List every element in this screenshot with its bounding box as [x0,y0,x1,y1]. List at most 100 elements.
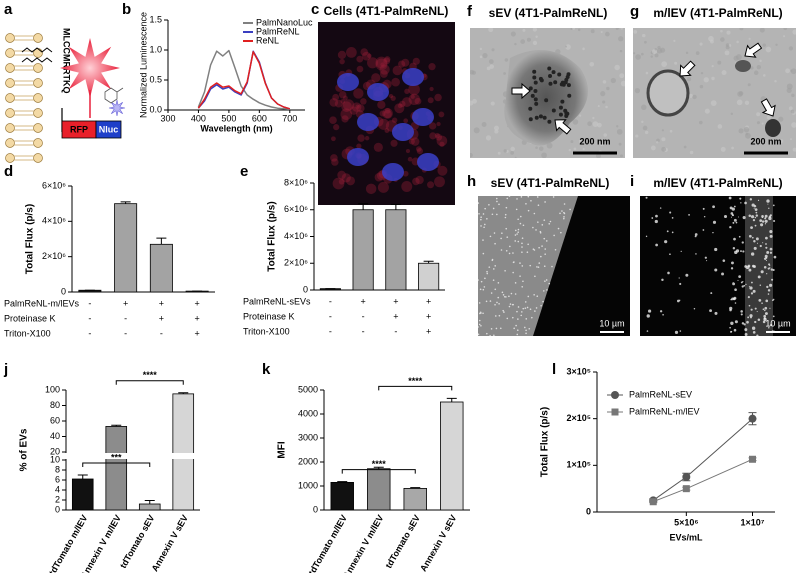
condition-sign: + [194,298,199,308]
particle [740,310,743,313]
grain [766,115,772,120]
particle [478,319,481,322]
particle [739,197,742,200]
grain [753,70,759,76]
particle [766,273,768,275]
particle [480,280,483,283]
particle [734,320,738,324]
membrane-signal [391,117,398,123]
particle [730,267,734,270]
grain [645,71,649,75]
grain [775,43,778,47]
grain [510,150,515,155]
error-bar [423,260,434,264]
particle [769,247,773,251]
panel-letter: j [3,361,8,378]
particle [509,303,512,305]
particle [500,249,503,251]
grain [654,53,659,58]
particle [521,286,524,288]
y-tick-label: 80 [50,400,60,410]
grain [479,47,483,51]
particle [494,288,497,291]
x-axis-label: Wavelength (nm) [200,123,272,133]
significance-label: *** [111,452,122,462]
error-bar [373,466,384,469]
particle [710,292,713,295]
particle [754,320,757,324]
particle [478,213,480,215]
x-tick-label: Annexin V sEV [418,513,458,573]
grain [572,28,576,30]
grain [514,156,517,158]
particle [757,318,761,322]
marker [682,485,690,493]
vesicle [563,108,568,113]
particle [515,208,518,211]
membrane-signal [375,56,388,69]
particle [645,196,648,199]
grain [738,91,744,96]
grain [614,64,620,71]
grain [644,40,647,44]
y-tick-label: 2 [55,494,60,504]
grain [488,28,494,33]
particle [754,208,758,212]
y-axis-label: % of EVs [19,428,30,471]
particle [492,268,495,270]
grain [541,152,547,158]
bar [114,203,138,293]
membrane-signal [439,141,445,147]
grain [582,148,585,151]
particle [534,275,536,278]
condition-label: PalmReNL-sEVs [243,296,311,306]
bar [330,481,354,511]
scale-label: 200 nm [579,136,610,146]
vesicle [558,112,563,117]
particle [744,201,747,205]
particle [679,330,682,332]
particle [529,308,532,311]
particle [751,236,754,239]
bar [418,262,440,291]
y-tick-label: 1×10⁵ [567,460,592,470]
condition-sign: - [160,328,163,338]
vesicle [538,114,543,119]
particle [693,308,696,310]
membrane-signal [428,122,437,130]
particle [480,218,482,221]
particle [516,329,519,332]
grain [618,142,622,146]
membrane-signal [360,48,369,56]
y-tick-label: 2×10⁵ [567,413,592,423]
grain [686,77,692,82]
grain [683,145,687,149]
particle [492,279,495,281]
condition-sign: - [88,313,91,323]
particle [544,248,547,250]
condition-sign: - [88,328,91,338]
lipid-head [33,63,43,73]
particle [495,197,498,200]
particle [747,296,750,299]
particle [563,211,565,214]
particle [763,317,767,322]
particle [768,216,772,221]
particle [490,328,493,330]
membrane-signal [438,111,445,118]
grain [790,68,796,75]
grain [669,129,673,133]
particle [522,280,524,283]
particle [746,267,748,270]
grain [589,61,595,67]
panel-letter: f [467,3,473,20]
particle [484,223,486,226]
significance-bracket [341,469,416,474]
particle [478,326,479,328]
grain [692,94,697,100]
grain [641,120,644,124]
grain [564,45,568,48]
particle [765,236,768,240]
particle [763,314,767,318]
particle [517,306,520,308]
